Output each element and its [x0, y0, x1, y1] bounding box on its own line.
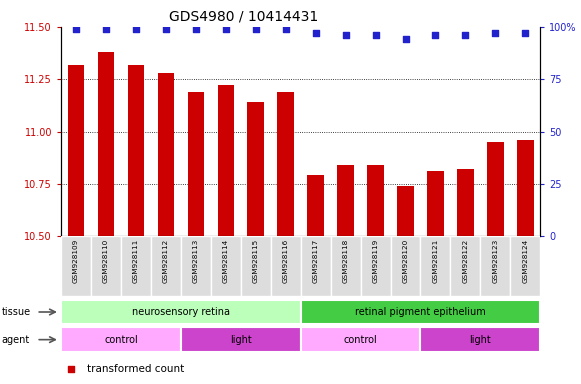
- Text: GSM928115: GSM928115: [253, 238, 259, 283]
- Bar: [61, 300, 301, 324]
- Bar: [517, 140, 533, 236]
- Bar: [248, 102, 264, 236]
- Bar: [151, 236, 181, 296]
- Bar: [121, 236, 151, 296]
- Bar: [157, 73, 174, 236]
- Point: [371, 32, 380, 38]
- Bar: [367, 165, 384, 236]
- Text: neurosensory retina: neurosensory retina: [132, 307, 230, 317]
- Text: GDS4980 / 10414431: GDS4980 / 10414431: [168, 10, 318, 23]
- Bar: [421, 327, 540, 352]
- Bar: [480, 236, 510, 296]
- Text: GSM928111: GSM928111: [133, 238, 139, 283]
- Point: [101, 26, 110, 32]
- Text: tissue: tissue: [2, 307, 31, 317]
- Bar: [427, 171, 444, 236]
- Bar: [450, 236, 480, 296]
- Text: GSM928122: GSM928122: [462, 238, 468, 283]
- Text: transformed count: transformed count: [87, 364, 185, 374]
- Text: GSM928109: GSM928109: [73, 238, 79, 283]
- Point: [461, 32, 470, 38]
- Text: GSM928120: GSM928120: [403, 238, 408, 283]
- Text: retinal pigment epithelium: retinal pigment epithelium: [355, 307, 486, 317]
- Bar: [487, 142, 504, 236]
- Point: [311, 30, 320, 36]
- Text: GSM928116: GSM928116: [283, 238, 289, 283]
- Bar: [307, 175, 324, 236]
- Point: [251, 26, 260, 32]
- Bar: [421, 236, 450, 296]
- Bar: [128, 65, 144, 236]
- Bar: [390, 236, 421, 296]
- Bar: [278, 92, 294, 236]
- Text: GSM928121: GSM928121: [432, 238, 439, 283]
- Text: GSM928124: GSM928124: [522, 238, 528, 283]
- Text: light: light: [230, 334, 252, 345]
- Bar: [98, 52, 114, 236]
- Bar: [181, 327, 301, 352]
- Bar: [68, 65, 84, 236]
- Text: GSM928118: GSM928118: [343, 238, 349, 283]
- Point: [71, 26, 81, 32]
- Text: control: control: [104, 334, 138, 345]
- Text: GSM928113: GSM928113: [193, 238, 199, 283]
- Bar: [457, 169, 474, 236]
- Bar: [61, 327, 181, 352]
- Point: [221, 26, 231, 32]
- Point: [431, 32, 440, 38]
- Bar: [331, 236, 361, 296]
- Bar: [397, 186, 414, 236]
- Bar: [181, 236, 211, 296]
- Text: GSM928117: GSM928117: [313, 238, 318, 283]
- Text: agent: agent: [2, 335, 30, 345]
- Bar: [301, 236, 331, 296]
- Bar: [91, 236, 121, 296]
- Text: GSM928119: GSM928119: [372, 238, 379, 283]
- Point: [491, 30, 500, 36]
- Point: [131, 26, 141, 32]
- Bar: [338, 165, 354, 236]
- Text: GSM928112: GSM928112: [163, 238, 169, 283]
- Point: [341, 32, 350, 38]
- Bar: [61, 236, 91, 296]
- Bar: [361, 236, 390, 296]
- Bar: [217, 86, 234, 236]
- Bar: [211, 236, 241, 296]
- Bar: [188, 92, 204, 236]
- Bar: [271, 236, 301, 296]
- Text: light: light: [469, 334, 492, 345]
- Bar: [510, 236, 540, 296]
- Text: control: control: [344, 334, 378, 345]
- Bar: [241, 236, 271, 296]
- Point: [161, 26, 170, 32]
- Point: [281, 26, 290, 32]
- Point: [191, 26, 200, 32]
- Text: GSM928114: GSM928114: [223, 238, 229, 283]
- Point: [521, 30, 530, 36]
- Text: GSM928110: GSM928110: [103, 238, 109, 283]
- Bar: [301, 300, 540, 324]
- Point: [66, 366, 76, 372]
- Point: [401, 36, 410, 43]
- Bar: [301, 327, 421, 352]
- Text: GSM928123: GSM928123: [492, 238, 498, 283]
